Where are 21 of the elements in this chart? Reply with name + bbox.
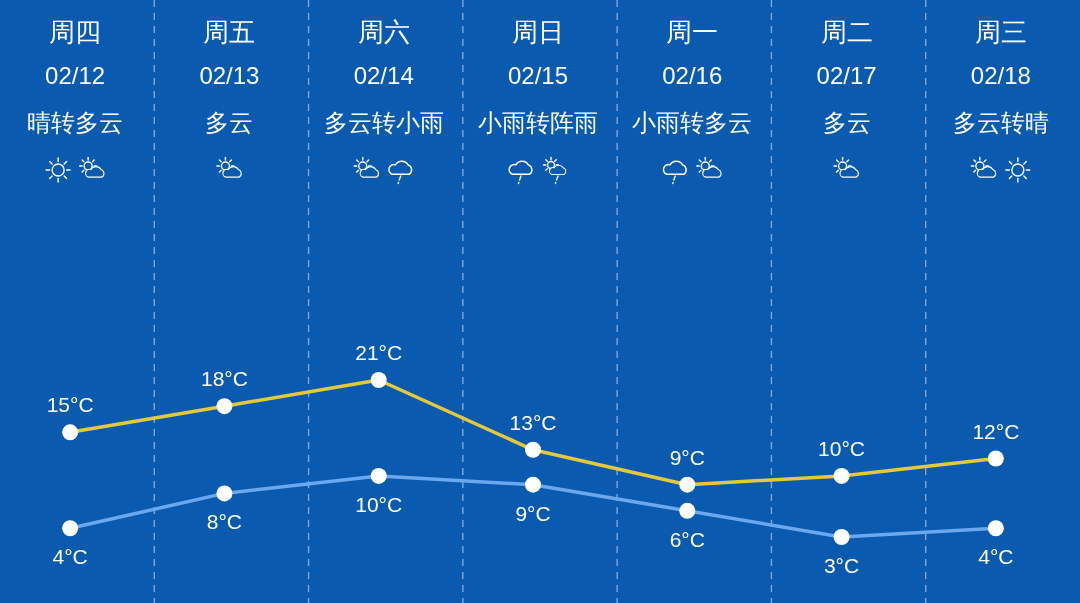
x-tick-label: 周六 02/14 多云转小雨 — [323, 17, 444, 136]
x-tick-label: 周四 02/12 晴转多云 — [27, 17, 124, 136]
x-tick-label: 周一 02/16 小雨转多云 — [632, 17, 753, 136]
data-label: 4°C — [52, 545, 88, 569]
data-label: 6°C — [669, 527, 705, 551]
data-label: 21°C — [355, 341, 403, 364]
x-tick-label: 周五 02/13 多云 — [199, 17, 260, 136]
data-label: 10°C — [818, 436, 866, 460]
data-label: 3°C — [823, 554, 860, 577]
data-label: 12°C — [972, 419, 1020, 443]
data-label: 10°C — [355, 492, 403, 516]
data-label: 13°C — [509, 410, 557, 434]
data-label: 18°C — [200, 367, 248, 391]
x-tick-label: 周日 02/15 小雨转阵雨 — [478, 17, 598, 136]
data-label: 4°C — [978, 545, 1014, 569]
data-label: 9°C — [669, 445, 705, 469]
data-label: 9°C — [515, 501, 551, 525]
data-label: 8°C — [206, 510, 243, 534]
x-tick-label: 周三 02/18 多云转晴 — [952, 17, 1049, 136]
x-tick-label: 周二 02/17 多云 — [816, 17, 877, 136]
data-label: 15°C — [46, 393, 94, 417]
